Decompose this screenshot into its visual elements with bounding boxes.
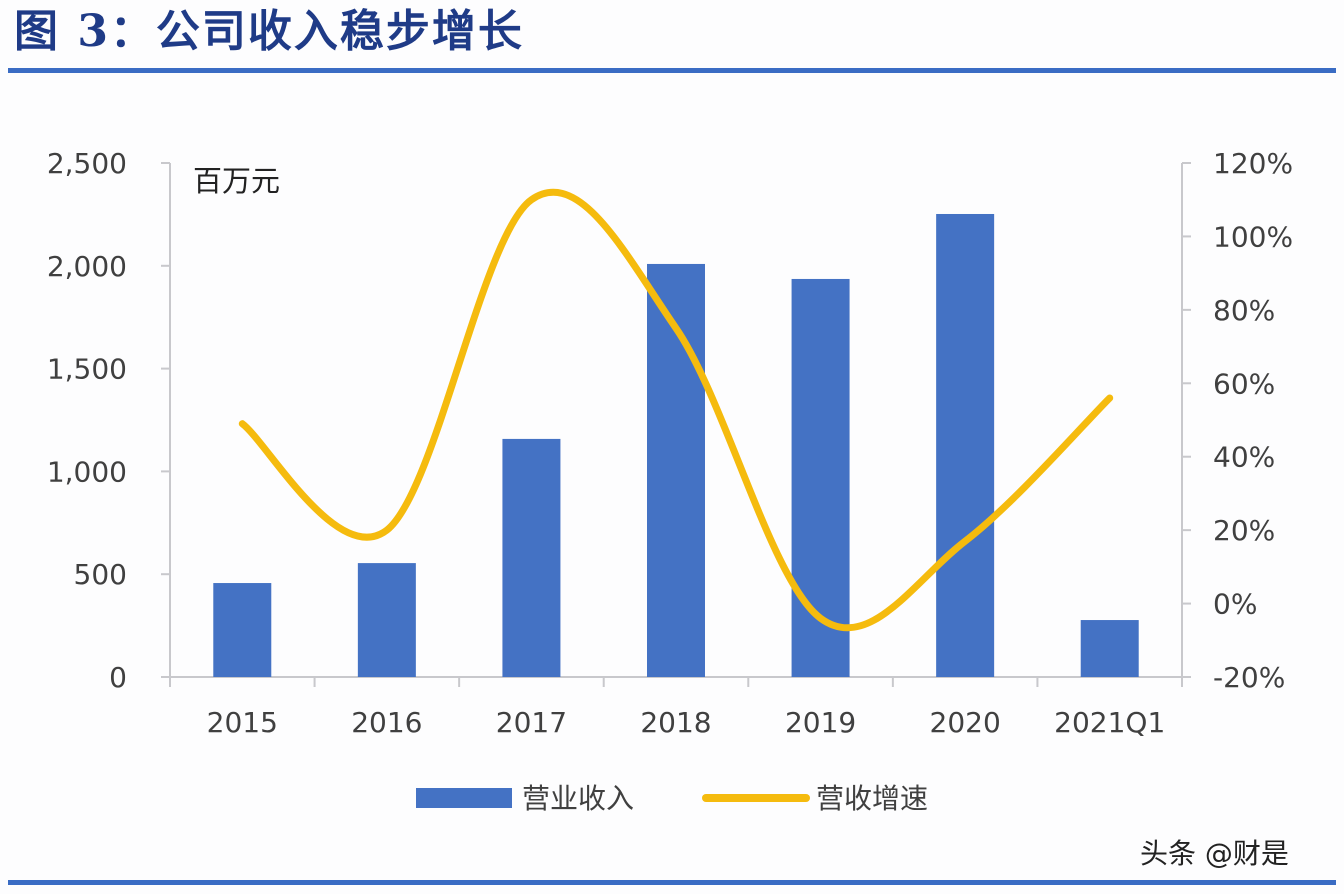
x-tick-label: 2020 [930, 706, 1001, 739]
legend-label-revenue: 营业收入 [522, 782, 634, 815]
growth-line-path [238, 188, 1114, 632]
right-y-axis: -20% 0% 20% 40% 60% 80% 100% 120% [1181, 147, 1293, 694]
unit-label: 百万元 [193, 164, 280, 198]
revenue-bar [357, 563, 416, 677]
right-tick-label: 80% [1213, 294, 1275, 327]
bottom-rule [8, 880, 1336, 885]
left-tick-label: 2,000 [47, 250, 127, 283]
right-tick-label: 20% [1213, 514, 1275, 547]
revenue-bars [213, 213, 1139, 677]
title-rule [8, 68, 1336, 73]
right-tick-label: 100% [1213, 220, 1293, 253]
x-tick-label: 2016 [351, 706, 422, 739]
growth-line [238, 188, 1114, 632]
x-tick-label: 2015 [207, 706, 278, 739]
right-tick-label: 60% [1213, 367, 1275, 400]
right-tick-label: 40% [1213, 441, 1275, 474]
right-tick-label: 0% [1213, 588, 1257, 621]
revenue-bar [213, 583, 272, 677]
legend-bar-swatch [416, 788, 512, 808]
right-tick-label: 120% [1213, 147, 1293, 180]
left-y-axis: 0 500 1,000 1,500 2,000 2,500 [47, 147, 171, 694]
left-tick-label: 1,000 [47, 455, 127, 488]
legend-label-growth: 营收增速 [816, 782, 928, 815]
x-tick-label: 2018 [640, 706, 711, 739]
revenue-bar [936, 213, 995, 677]
left-tick-label: 0 [109, 661, 127, 694]
revenue-bar [502, 438, 561, 677]
x-tick-label: 2017 [496, 706, 567, 739]
left-tick-label: 2,500 [47, 147, 127, 180]
x-axis: 2015 2016 2017 2018 2019 2020 2021Q1 [161, 676, 1191, 739]
figure-title: 图 3：公司收入稳步增长 [14, 6, 524, 57]
x-tick-label: 2019 [785, 706, 856, 739]
right-tick-label: -20% [1213, 661, 1285, 694]
legend: 营业收入 营收增速 [416, 782, 928, 815]
revenue-bar [791, 278, 850, 677]
left-tick-label: 1,500 [47, 353, 127, 386]
watermark: 头条 @财是 [1140, 837, 1289, 870]
revenue-bar [1080, 620, 1139, 677]
left-tick-label: 500 [74, 558, 127, 591]
x-tick-label: 2021Q1 [1054, 706, 1165, 739]
